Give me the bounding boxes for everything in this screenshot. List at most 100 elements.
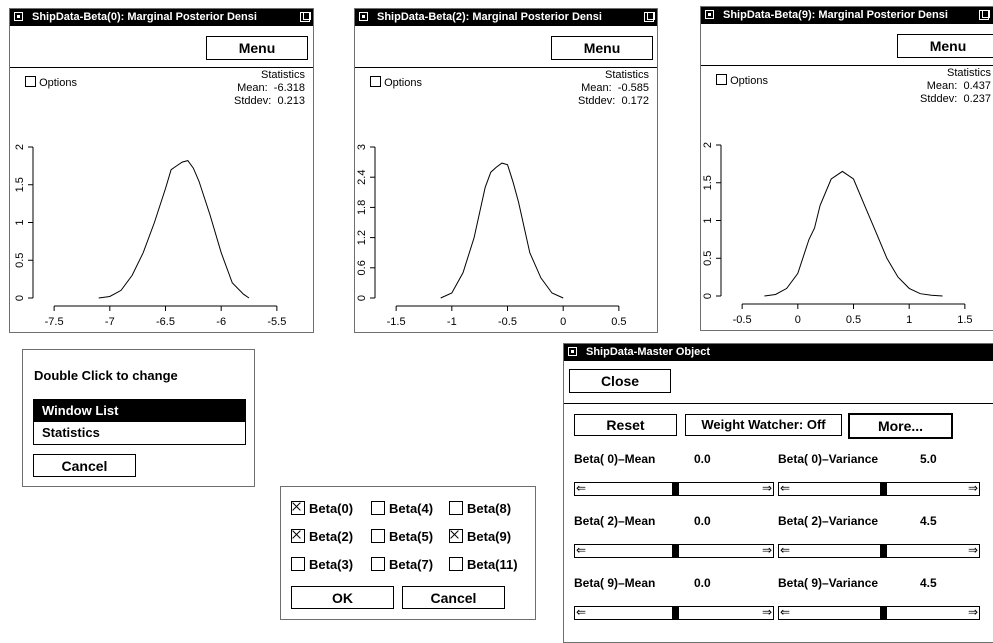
menu-button[interactable]: Menu <box>206 36 308 60</box>
title-bar[interactable]: ShipData-Master Object <box>564 344 993 361</box>
reset-button[interactable]: Reset <box>574 414 677 436</box>
options-checkbox[interactable] <box>370 76 381 87</box>
x-tick-label: 0.5 <box>846 314 861 326</box>
options-label: Options <box>39 77 77 89</box>
mean-slider[interactable]: ⇐ ⇒ <box>574 543 774 558</box>
weight-watcher-button[interactable]: Weight Watcher: Off <box>685 414 842 436</box>
beta-checkbox-item[interactable]: Beta(2) <box>291 529 353 544</box>
unchecked-checkbox[interactable] <box>371 501 385 515</box>
maximize-icon[interactable] <box>644 12 655 22</box>
mean-slider[interactable]: ⇐ ⇒ <box>574 605 774 620</box>
list-item-window-list[interactable]: Window List <box>34 400 245 422</box>
window-menu-icon[interactable] <box>705 10 714 19</box>
slider-thumb[interactable] <box>880 607 887 619</box>
window-menu-icon[interactable] <box>359 12 368 21</box>
variance-slider[interactable]: ⇐ ⇒ <box>778 481 980 496</box>
arrow-right-icon[interactable]: ⇒ <box>761 543 772 557</box>
slider-thumb[interactable] <box>880 483 887 495</box>
options-checkbox[interactable] <box>716 74 727 85</box>
beta-checkbox-label: Beta(11) <box>467 557 518 572</box>
unchecked-checkbox[interactable] <box>291 557 305 571</box>
close-button[interactable]: Close <box>569 369 671 393</box>
arrow-left-icon[interactable]: ⇐ <box>576 543 587 557</box>
menu-button[interactable]: Menu <box>897 34 993 58</box>
beta-checkbox-item[interactable]: Beta(0) <box>291 501 353 516</box>
density-chart: -0.5 0 0.5 1 1.5 0 0.5 1 1.5 2 <box>702 142 973 326</box>
arrow-left-icon[interactable]: ⇐ <box>780 481 791 495</box>
cancel-button[interactable]: Cancel <box>33 454 136 477</box>
mean-slider[interactable]: ⇐ ⇒ <box>574 481 774 496</box>
slider-thumb[interactable] <box>672 545 679 557</box>
cancel-button[interactable]: Cancel <box>402 586 505 609</box>
title-bar[interactable]: ShipData-Beta(9): Marginal Posterior Den… <box>701 7 993 24</box>
variance-slider[interactable]: ⇐ ⇒ <box>778 605 980 620</box>
beta-checkbox-item[interactable]: Beta(11) <box>449 557 518 572</box>
arrow-left-icon[interactable]: ⇐ <box>780 605 791 619</box>
variance-value: 4.5 <box>920 576 937 590</box>
variance-value: 5.0 <box>920 452 937 466</box>
window-menu-icon[interactable] <box>14 12 23 21</box>
beta-checkbox-item[interactable]: Beta(8) <box>449 501 511 516</box>
arrow-right-icon[interactable]: ⇒ <box>967 605 978 619</box>
arrow-left-icon[interactable]: ⇐ <box>576 481 587 495</box>
window-menu-icon[interactable] <box>568 347 577 356</box>
variance-slider[interactable]: ⇐ ⇒ <box>778 543 980 558</box>
arrow-right-icon[interactable]: ⇒ <box>761 605 772 619</box>
checked-checkbox[interactable] <box>449 529 463 543</box>
beta-checkbox-item[interactable]: Beta(3) <box>291 557 353 572</box>
unchecked-checkbox[interactable] <box>371 557 385 571</box>
window-list: Window List Statistics <box>33 399 246 445</box>
y-tick-label: 1.5 <box>702 175 714 190</box>
ok-button[interactable]: OK <box>291 586 394 609</box>
options-toggle[interactable]: Options <box>25 76 77 89</box>
menu-button[interactable]: Menu <box>551 36 653 60</box>
variance-value: 4.5 <box>920 514 937 528</box>
beta-checkbox-item[interactable]: Beta(9) <box>449 529 511 544</box>
slider-thumb[interactable] <box>672 607 679 619</box>
master-object-window: ShipData-Master Object Close Reset Weigh… <box>563 343 993 643</box>
slider-thumb[interactable] <box>880 545 887 557</box>
mean-label: Beta( 0)–Mean <box>574 452 656 466</box>
variance-label: Beta( 0)–Variance <box>778 452 879 466</box>
arrow-right-icon[interactable]: ⇒ <box>967 481 978 495</box>
arrow-left-icon[interactable]: ⇐ <box>576 605 587 619</box>
window-title: ShipData-Beta(0): Marginal Posterior Den… <box>32 11 257 23</box>
divider <box>564 403 993 404</box>
maximize-icon[interactable] <box>300 12 311 22</box>
unchecked-checkbox[interactable] <box>449 501 463 515</box>
mean-value: 0.437 <box>963 80 991 92</box>
options-toggle[interactable]: Options <box>370 76 422 89</box>
beta-checkbox-item[interactable]: Beta(4) <box>371 501 433 516</box>
beta-checkbox-label: Beta(9) <box>467 529 512 544</box>
beta-checkbox-label: Beta(7) <box>389 557 434 572</box>
beta-checkbox-item[interactable]: Beta(5) <box>371 529 433 544</box>
beta-picker-dialog: Beta(0) Beta(4) Beta(8) Beta(2) Beta(5) Beta(… <box>280 486 536 620</box>
checked-checkbox[interactable] <box>291 529 305 543</box>
divider <box>355 67 657 68</box>
unchecked-checkbox[interactable] <box>449 557 463 571</box>
y-tick-label: 2 <box>702 142 714 148</box>
arrow-left-icon[interactable]: ⇐ <box>780 543 791 557</box>
mean-value: 0.0 <box>694 514 711 528</box>
unchecked-checkbox[interactable] <box>371 529 385 543</box>
arrow-right-icon[interactable]: ⇒ <box>967 543 978 557</box>
options-label: Options <box>730 75 768 87</box>
more-button[interactable]: More... <box>848 413 953 439</box>
title-bar[interactable]: ShipData-Beta(2): Marginal Posterior Den… <box>355 9 657 26</box>
x-tick-label: -0.5 <box>733 314 752 326</box>
options-toggle[interactable]: Options <box>716 74 768 87</box>
statistics-block: Statistics Mean: -0.585 Stddev: 0.172 <box>578 69 649 108</box>
arrow-right-icon[interactable]: ⇒ <box>761 481 772 495</box>
x-tick-label: -6.5 <box>156 316 175 328</box>
maximize-icon[interactable] <box>979 10 990 20</box>
statistics-block: Statistics Mean: -6.318 Stddev: 0.213 <box>234 69 305 108</box>
beta-checkbox-item[interactable]: Beta(7) <box>371 557 433 572</box>
density-curve <box>440 162 564 299</box>
slider-thumb[interactable] <box>672 483 679 495</box>
checked-checkbox[interactable] <box>291 501 305 515</box>
x-tick-label: -5.5 <box>267 316 286 328</box>
y-tick-label: 1 <box>702 217 714 223</box>
list-item-statistics[interactable]: Statistics <box>42 425 100 440</box>
options-checkbox[interactable] <box>25 76 36 87</box>
title-bar[interactable]: ShipData-Beta(0): Marginal Posterior Den… <box>10 9 313 26</box>
